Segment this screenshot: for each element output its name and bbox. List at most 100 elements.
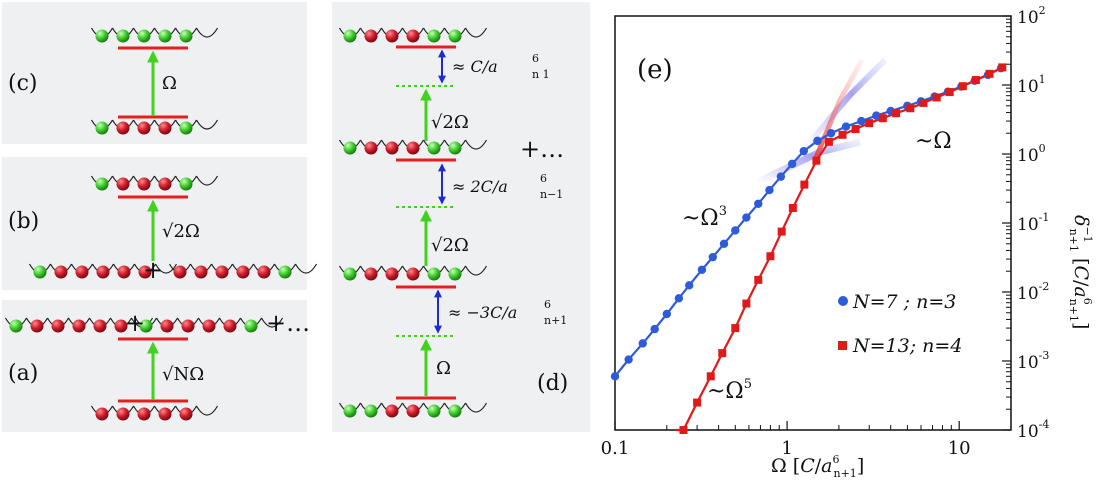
data-point bbox=[857, 116, 866, 126]
atom-excited bbox=[179, 29, 193, 43]
atom-ground bbox=[215, 265, 229, 279]
atom-excited bbox=[427, 29, 441, 43]
atom-ground bbox=[236, 265, 250, 279]
data-point bbox=[679, 426, 688, 434]
atom-ground bbox=[137, 121, 151, 135]
data-point bbox=[610, 372, 620, 381]
data-point bbox=[718, 349, 727, 358]
atom-ground bbox=[364, 267, 378, 281]
atom-ground bbox=[181, 319, 195, 333]
atom-ground bbox=[116, 407, 130, 421]
atom-ground bbox=[385, 29, 399, 43]
panel-d-detuning: ≈ 2C/a bbox=[452, 177, 508, 196]
atom-excited bbox=[116, 29, 130, 43]
panel-d-detuning: ≈ −3C/a bbox=[448, 303, 517, 322]
y-tick-label: 10-3 bbox=[1017, 349, 1049, 373]
fit-line-omega3-faded bbox=[802, 57, 888, 150]
data-point bbox=[719, 239, 729, 248]
data-point bbox=[813, 136, 822, 146]
annotation-omega: ~Ω bbox=[915, 129, 952, 154]
atom-ground bbox=[75, 265, 89, 279]
data-point bbox=[826, 129, 836, 138]
panel-c: (c) Ω bbox=[8, 46, 188, 119]
x-tick-label: 10 bbox=[948, 438, 971, 459]
axis-ticks: 0.1 1 10 10-4 10-3 10-2 10-1 100 101 102 bbox=[601, 4, 1050, 459]
atom-ground bbox=[202, 319, 216, 333]
atom-excited bbox=[139, 319, 153, 333]
panel-d-coupling: √2Ω bbox=[431, 112, 469, 133]
atom-excited bbox=[427, 267, 441, 281]
x-axis-label: Ω [C/a6 n+1] bbox=[771, 453, 864, 480]
atom-excited bbox=[179, 121, 193, 135]
data-point bbox=[731, 324, 740, 333]
data-point bbox=[674, 294, 684, 303]
panel-a-coupling: √NΩ bbox=[162, 364, 204, 385]
atom-ground bbox=[116, 177, 130, 191]
atom-chain bbox=[90, 405, 219, 421]
detuning-sup: 6 bbox=[544, 298, 551, 311]
data-point bbox=[650, 324, 659, 334]
atom-excited bbox=[95, 177, 109, 191]
data-point bbox=[919, 98, 928, 107]
data-point bbox=[742, 299, 751, 308]
panel-d-detuning: ≈ C/a bbox=[452, 57, 498, 76]
data-point bbox=[841, 122, 851, 131]
data-point bbox=[624, 355, 633, 364]
annotation-omega3: ~Ω3 bbox=[682, 204, 727, 231]
atom-excited bbox=[364, 404, 378, 418]
data-point bbox=[851, 125, 860, 134]
data-point bbox=[945, 88, 954, 97]
atom-ground bbox=[194, 265, 208, 279]
y-tick-label: 100 bbox=[1017, 142, 1046, 166]
atom-excited bbox=[95, 29, 109, 43]
atom-ground bbox=[30, 319, 44, 333]
atom-ground bbox=[158, 121, 172, 135]
atom-ground bbox=[385, 404, 399, 418]
atom-ground bbox=[138, 265, 152, 279]
data-point bbox=[985, 69, 994, 78]
atom-ground bbox=[158, 177, 172, 191]
atom-chain bbox=[338, 27, 488, 43]
detuning-sub: n−1 bbox=[540, 188, 563, 201]
atom-ground bbox=[114, 319, 128, 333]
atom-ground bbox=[406, 404, 420, 418]
panel-d-plus-ellipsis: +… bbox=[520, 135, 564, 163]
atom-chain bbox=[134, 317, 284, 333]
panel-b-label: (b) bbox=[8, 209, 39, 234]
plot-frame bbox=[614, 15, 1012, 431]
panel-d-bg bbox=[332, 2, 590, 432]
x-tick-label: 0.1 bbox=[601, 438, 630, 459]
data-point bbox=[892, 109, 901, 118]
atom-ground bbox=[137, 177, 151, 191]
data-point bbox=[838, 130, 847, 139]
data-point bbox=[878, 114, 887, 123]
atom-excited bbox=[9, 319, 23, 333]
atom-excited bbox=[448, 29, 462, 43]
atom-chains bbox=[4, 27, 488, 421]
atom-chain bbox=[338, 265, 488, 281]
atom-excited bbox=[448, 267, 462, 281]
panel-d-coupling: Ω bbox=[436, 358, 451, 379]
atom-chain bbox=[168, 263, 318, 279]
y-tick-label: 102 bbox=[1017, 4, 1046, 28]
atom-ground bbox=[406, 29, 420, 43]
atom-excited bbox=[244, 319, 258, 333]
detuning-sub: n 1 bbox=[532, 68, 550, 81]
legend-marker-blue bbox=[838, 296, 848, 306]
data-point bbox=[638, 339, 647, 348]
data-point bbox=[998, 63, 1007, 72]
atom-excited bbox=[343, 267, 357, 281]
data-point bbox=[765, 185, 774, 195]
data-point bbox=[906, 104, 915, 113]
atom-ground bbox=[406, 141, 420, 155]
data-point bbox=[685, 281, 694, 290]
atom-ground bbox=[117, 265, 131, 279]
data-point bbox=[766, 252, 775, 261]
annotation-exp: 5 bbox=[744, 377, 752, 392]
atom-excited bbox=[427, 141, 441, 155]
atom-excited bbox=[179, 177, 193, 191]
atom-excited bbox=[448, 141, 462, 155]
legend-label: N=7 ; n=3 bbox=[852, 291, 956, 313]
panel-d: √2Ω √2Ω Ω ≈ C/a 6 n 1 ≈ 2C/a 6 n−1 ≈ −3C… bbox=[396, 45, 568, 400]
